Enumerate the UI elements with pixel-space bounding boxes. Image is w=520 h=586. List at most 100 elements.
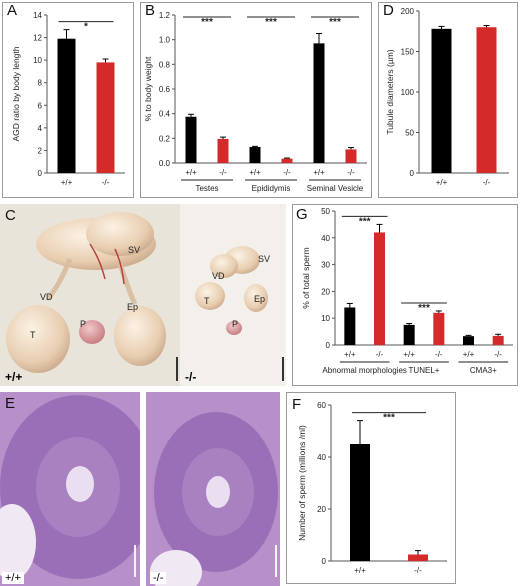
chart-g-bar: [492, 335, 504, 345]
chart-b-x-tick-label: +/+: [249, 168, 261, 177]
scale-bar-knockout: [282, 357, 284, 381]
photo-label-p: P: [80, 319, 87, 329]
chart-d-y-tick-label: 200: [401, 7, 415, 16]
photo-label-sv: SV: [128, 245, 141, 255]
chart-d-bar: [431, 28, 452, 173]
chart-f-significance-label: ***: [383, 413, 395, 424]
photo-label-vd-ko: VD: [212, 271, 225, 281]
chart-b-y-tick-label: 1.0: [159, 36, 171, 45]
chart-a-y-tick-label: 0: [38, 169, 43, 178]
histology-genotype-knockout: -/-: [150, 572, 167, 584]
chart-panel-f: 0 20 40 60 Number of sperm (millions /ml) +/+…: [286, 392, 456, 584]
chart-d-svg: 0 50 100 150 200 Tubule diameters (µm) +/+ -/-: [385, 7, 509, 187]
chart-g-significance-label: ***: [359, 216, 371, 227]
chart-b-significance-label: ***: [265, 17, 277, 28]
histology-illustration-wild-type: [0, 395, 140, 580]
chart-a-y-tick-label: 8: [38, 79, 43, 88]
chart-g-bar: [403, 324, 415, 345]
chart-a-y-tick-label: 4: [38, 124, 43, 133]
chart-g-y-tick-label: 40: [321, 234, 330, 243]
chart-g-y-tick-label: 50: [321, 207, 330, 216]
chart-f-x-tick-label: -/-: [414, 566, 422, 575]
chart-a-x-tick-label: -/-: [102, 178, 110, 187]
chart-a-y-axis-label: AGD ratio by body length: [11, 46, 21, 141]
histology-illustration-knockout: [150, 412, 278, 586]
chart-g-x-tick-label: +/+: [463, 350, 475, 359]
chart-f-svg: 0 20 40 60 Number of sperm (millions /ml) +/+…: [297, 401, 447, 575]
chart-b-y-tick-label: 0.4: [159, 110, 171, 119]
chart-b-group-label: Testes: [195, 184, 218, 193]
panel-label-c: C: [5, 207, 16, 224]
chart-d-x-tick-label: -/-: [483, 178, 491, 187]
chart-g-y-tick-label: 0: [326, 341, 331, 350]
chart-f-bar: [408, 554, 428, 561]
genotype-label-knockout: -/-: [185, 370, 197, 384]
chart-a-bar: [96, 62, 115, 173]
chart-g-group-label: CMA3+: [470, 366, 497, 375]
chart-g-svg: 0 10 20 30 40 50 % of total sperm +/+ -/- +/+ -/- +…: [301, 207, 513, 375]
chart-d-y-tick-label: 150: [401, 48, 415, 57]
chart-a-y-tick-label: 12: [33, 34, 42, 43]
chart-b-y-tick-label: 0.8: [159, 60, 171, 69]
chart-g-bar: [344, 307, 356, 345]
chart-g-y-tick-label: 10: [321, 314, 330, 323]
chart-a-significance-label: *: [84, 22, 88, 33]
chart-d-bar: [476, 27, 497, 174]
chart-g-x-tick-label: -/-: [376, 350, 384, 359]
chart-f-bar: [350, 444, 370, 561]
histology-photo-knockout: [146, 392, 280, 586]
chart-b-significance-label: ***: [201, 17, 213, 28]
chart-panel-a: 0 2 4 6 8 10 12 14 AGD ratio by body length +/+ -/…: [2, 2, 134, 198]
chart-g-y-axis-label: % of total sperm: [301, 247, 311, 308]
chart-f-y-tick-label: 0: [322, 557, 327, 566]
chart-g-bar: [374, 232, 385, 345]
chart-f-x-tick-label: +/+: [354, 566, 366, 575]
chart-d-y-tick-label: 100: [401, 88, 415, 97]
anatomy-photo-wild-type: [0, 204, 180, 386]
photo-label-vd: VD: [40, 292, 53, 302]
genotype-label-wild-type: +/+: [5, 370, 23, 384]
panel-label-a: A: [7, 2, 18, 19]
histology-genotype-wild-type: +/+: [2, 572, 24, 584]
chart-a-x-tick-label: +/+: [61, 178, 73, 187]
photo-label-sv-ko: SV: [258, 254, 271, 264]
chart-b-y-axis-label: % to body weight: [143, 56, 153, 121]
chart-a-y-tick-label: 14: [33, 11, 42, 20]
chart-panel-b: 0.0 0.2 0.4 0.6 0.8 1.0 1.2 % to body weight +/+…: [140, 2, 372, 198]
panel-label-b: B: [145, 2, 156, 19]
panel-label-g: G: [296, 206, 308, 223]
chart-f-y-tick-label: 40: [317, 453, 326, 462]
chart-f-y-tick-label: 20: [317, 505, 326, 514]
anatomy-illustration-wild-type: [6, 212, 166, 373]
chart-b-bar: [345, 149, 357, 163]
chart-a-y-tick-label: 10: [33, 56, 42, 65]
chart-g-group-label: TUNEL+: [409, 366, 440, 375]
chart-b-y-tick-label: 0.0: [159, 159, 171, 168]
chart-panel-d: 0 50 100 150 200 Tubule diameters (µm) +/+ -/-: [378, 2, 518, 198]
panel-label-e: E: [5, 395, 16, 412]
chart-b-x-tick-label: -/-: [283, 168, 291, 177]
chart-b-x-tick-label: -/-: [347, 168, 355, 177]
chart-g-x-tick-label: -/-: [435, 350, 443, 359]
chart-g-y-tick-label: 20: [321, 287, 330, 296]
chart-b-x-tick-label: +/+: [185, 168, 197, 177]
histology-scale-bar-knockout: [275, 545, 277, 577]
chart-a-svg: 0 2 4 6 8 10 12 14 AGD ratio by body length +/+ -/…: [11, 11, 125, 187]
histology-scale-bar-wild-type: [134, 545, 136, 577]
photo-label-t-ko: T: [204, 296, 210, 306]
anatomy-photo-knockout: [180, 204, 286, 386]
chart-d-x-tick-label: +/+: [436, 178, 448, 187]
chart-a-bar: [57, 38, 76, 174]
chart-g-x-tick-label: +/+: [344, 350, 356, 359]
chart-f-y-tick-label: 60: [317, 401, 326, 410]
chart-g-y-tick-label: 30: [321, 261, 330, 270]
chart-panel-g: 0 10 20 30 40 50 % of total sperm +/+ -/- +/+ -/- +…: [292, 204, 518, 386]
photo-label-ep: Ep: [127, 302, 139, 312]
chart-b-bar: [281, 158, 293, 163]
chart-b-bar: [217, 138, 229, 163]
chart-b-significance-label: ***: [329, 17, 341, 28]
chart-b-group-label: Epididymis: [252, 184, 291, 193]
chart-b-group-label: Seminal Vesicle: [307, 184, 364, 193]
chart-b-bar: [249, 146, 261, 163]
chart-g-x-tick-label: +/+: [403, 350, 415, 359]
